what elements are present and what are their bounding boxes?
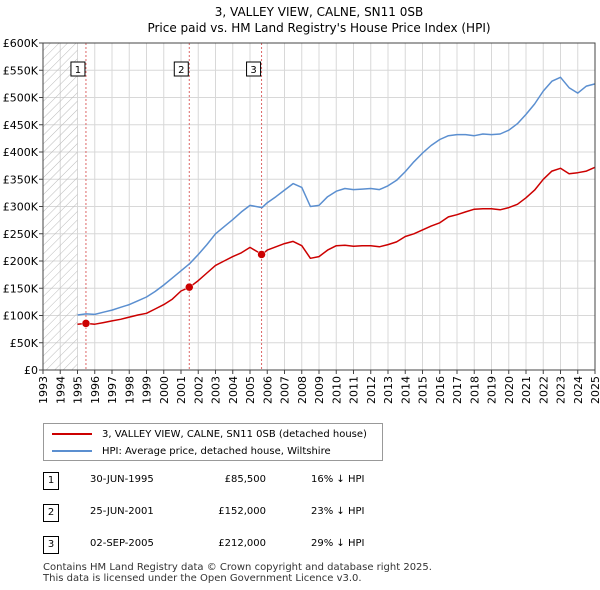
sale-marker-box bbox=[70, 61, 86, 77]
sale-marker-number: 2 bbox=[178, 65, 184, 76]
x-tick-label: 2000 bbox=[158, 376, 171, 404]
chart-title: 3, VALLEY VIEW, CALNE, SN11 0SB bbox=[215, 5, 423, 19]
sale-hpi-diff: 29% ↓ HPI bbox=[311, 538, 365, 549]
sale-marker-label: 1 bbox=[70, 61, 86, 77]
legend-swatch-red bbox=[52, 433, 92, 435]
x-tick-label: 1997 bbox=[106, 376, 119, 404]
sale-marker-box bbox=[246, 61, 262, 77]
sale-date: 30-JUN-1995 bbox=[90, 474, 154, 485]
sale-point bbox=[81, 319, 91, 328]
legend-label-hpi: HPI: Average price, detached house, Wilt… bbox=[102, 446, 331, 457]
sale-marker-number: 1 bbox=[75, 65, 81, 76]
x-tick-label: 1993 bbox=[37, 376, 50, 404]
y-tick-label: £500K bbox=[3, 92, 39, 105]
x-tick-label: 2019 bbox=[486, 376, 499, 404]
sale-date: 02-SEP-2005 bbox=[90, 538, 154, 549]
x-tick-label: 2008 bbox=[296, 376, 309, 404]
sale-marker-box bbox=[173, 61, 189, 77]
y-tick-label: £400K bbox=[3, 146, 39, 159]
sale-marker-label: 3 bbox=[246, 61, 262, 77]
x-tick-label: 1998 bbox=[123, 376, 136, 404]
x-tick-label: 2005 bbox=[244, 376, 257, 404]
x-tick-label: 2003 bbox=[210, 376, 223, 404]
sale-hpi-diff: 23% ↓ HPI bbox=[311, 506, 365, 517]
sale-price: £152,000 bbox=[218, 506, 266, 517]
sale-marker-labels: 1 2 3 bbox=[70, 61, 262, 77]
sale-price: £85,500 bbox=[224, 474, 266, 485]
sale-price: £212,000 bbox=[218, 538, 266, 549]
x-tick-label: 2018 bbox=[468, 376, 481, 404]
x-tick-label: 2014 bbox=[399, 376, 412, 404]
footer-attribution: Contains HM Land Registry data © Crown c… bbox=[43, 562, 432, 584]
x-tick-label: 2025 bbox=[589, 376, 600, 404]
x-tick-label: 1999 bbox=[141, 376, 154, 404]
sale-row: 1 30-JUN-1995 £85,500 16% ↓ HPI bbox=[43, 472, 443, 490]
y-tick-label: £200K bbox=[3, 255, 39, 268]
x-tick-label: 1996 bbox=[89, 376, 102, 404]
legend-swatch-blue bbox=[52, 450, 92, 452]
x-tick-label: 2002 bbox=[192, 376, 205, 404]
sale-marker-number: 3 bbox=[250, 65, 256, 76]
sale-row: 3 02-SEP-2005 £212,000 29% ↓ HPI bbox=[43, 536, 443, 554]
x-tick-label: 2024 bbox=[572, 376, 585, 404]
y-tick-label: £300K bbox=[3, 201, 39, 214]
y-tick-label: £0 bbox=[24, 364, 38, 377]
y-tick-label: £600K bbox=[3, 37, 39, 50]
x-tick-label: 2010 bbox=[330, 376, 343, 404]
hpi-line bbox=[77, 76, 596, 316]
legend-label-property: 3, VALLEY VIEW, CALNE, SN11 0SB (detache… bbox=[102, 429, 367, 440]
property-price-line bbox=[77, 166, 596, 325]
y-tick-label: £150K bbox=[3, 282, 39, 295]
x-tick-label: 2015 bbox=[417, 376, 430, 404]
sale-number-badge: 1 bbox=[43, 472, 59, 490]
footer-line-1: Contains HM Land Registry data © Crown c… bbox=[43, 562, 432, 573]
x-tick-label: 2007 bbox=[279, 376, 292, 404]
y-tick-label: £350K bbox=[3, 173, 39, 186]
sale-marker-label: 2 bbox=[173, 61, 189, 77]
sale-point bbox=[185, 282, 194, 292]
x-tick-label: 2009 bbox=[313, 376, 326, 404]
x-axis: 1993 1994 1995 1996 1997 1998 1999 2000 2001 2002… bbox=[37, 370, 600, 404]
x-tick-label: 2001 bbox=[175, 376, 188, 404]
price-chart: 3, VALLEY VIEW, CALNE, SN11 0SB Price pa… bbox=[3, 5, 600, 404]
x-tick-label: 2021 bbox=[520, 376, 533, 404]
x-tick-label: 2017 bbox=[451, 376, 464, 404]
x-tick-label: 2020 bbox=[503, 376, 516, 404]
x-tick-label: 1995 bbox=[72, 376, 85, 404]
series-lines bbox=[77, 76, 596, 325]
y-tick-label: £450K bbox=[3, 119, 39, 132]
x-tick-label: 1994 bbox=[54, 376, 67, 404]
y-tick-label: £550K bbox=[3, 64, 39, 77]
y-tick-label: £100K bbox=[3, 310, 39, 323]
sale-row: 2 25-JUN-2001 £152,000 23% ↓ HPI bbox=[43, 504, 443, 522]
x-tick-label: 2012 bbox=[365, 376, 378, 404]
chart-subtitle: Price paid vs. HM Land Registry's House … bbox=[147, 21, 490, 35]
sale-date-lines bbox=[85, 43, 263, 370]
y-tick-label: £250K bbox=[3, 228, 39, 241]
sale-points bbox=[81, 250, 266, 328]
legend-item-property: 3, VALLEY VIEW, CALNE, SN11 0SB (detache… bbox=[52, 427, 367, 443]
x-tick-label: 2016 bbox=[434, 376, 447, 404]
x-tick-label: 2004 bbox=[227, 376, 240, 404]
sale-hpi-diff: 16% ↓ HPI bbox=[311, 474, 365, 485]
x-tick-label: 2022 bbox=[537, 376, 550, 404]
sale-number-badge: 2 bbox=[43, 504, 59, 522]
sale-point bbox=[257, 250, 266, 259]
x-tick-label: 2023 bbox=[555, 376, 568, 404]
y-axis: £0 £50K £100K £150K £200K £250K £300K £350K £400… bbox=[3, 37, 43, 377]
x-tick-label: 2013 bbox=[382, 376, 395, 404]
legend-item-hpi: HPI: Average price, detached house, Wilt… bbox=[52, 444, 331, 460]
sale-number-badge: 3 bbox=[43, 536, 59, 554]
sale-date: 25-JUN-2001 bbox=[90, 506, 154, 517]
x-tick-label: 2006 bbox=[261, 376, 274, 404]
footer-line-2: This data is licensed under the Open Gov… bbox=[43, 573, 362, 584]
x-tick-label: 2011 bbox=[348, 376, 361, 404]
y-tick-label: £50K bbox=[10, 337, 39, 350]
legend: 3, VALLEY VIEW, CALNE, SN11 0SB (detache… bbox=[43, 423, 383, 461]
pre-data-hatch bbox=[43, 43, 78, 370]
